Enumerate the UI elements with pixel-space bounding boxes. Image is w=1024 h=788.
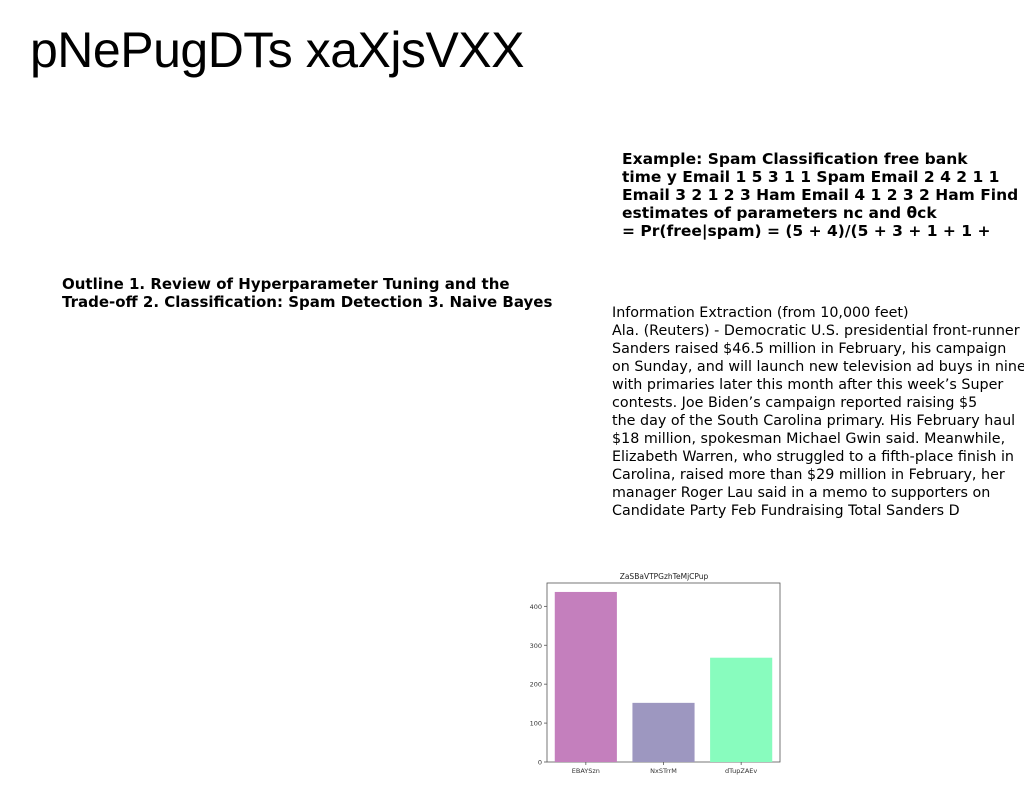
spam-example-line: time y Email 1 5 3 1 1 Spam Email 2 4 2 … bbox=[622, 168, 1000, 186]
spam-example-line: estimates of parameters nc and θck bbox=[622, 204, 937, 222]
outline-line: Trade-off 2. Classification: Spam Detect… bbox=[62, 293, 553, 311]
spam-example-line: Example: Spam Classification free bank bbox=[622, 150, 968, 168]
info-extraction-line: Candidate Party Feb Fundraising Total Sa… bbox=[612, 503, 960, 519]
info-extraction-line: Sanders raised $46.5 million in February… bbox=[612, 341, 1007, 357]
info-extraction-line: Carolina, raised more than $29 million i… bbox=[612, 467, 1005, 483]
outline-line: Outline 1. Review of Hyperparameter Tuni… bbox=[62, 275, 510, 293]
spam-example-line: Email 3 2 1 2 3 Ham Email 4 1 2 3 2 Ham … bbox=[622, 186, 1019, 204]
info-extraction-line: with primaries later this month after th… bbox=[612, 377, 1004, 393]
y-tick-label: 0 bbox=[538, 759, 542, 767]
spam-example-line: = Pr(free|spam) = (5 + 4)/(5 + 3 + 1 + 1… bbox=[622, 222, 991, 240]
page-title: pNePugDTs xaXjsVXX bbox=[30, 22, 525, 78]
y-tick-label: 300 bbox=[530, 642, 542, 650]
x-tick-label: dTupZAEv bbox=[725, 767, 757, 775]
info-extraction-line: $18 million, spokesman Michael Gwin said… bbox=[612, 431, 1006, 447]
bar-dTupZAEv bbox=[710, 657, 773, 762]
info-extraction-line: manager Roger Lau said in a memo to supp… bbox=[612, 485, 991, 501]
info-extraction-line: contests. Joe Biden’s campaign reported … bbox=[612, 395, 978, 411]
x-tick-label: EBAYSzn bbox=[572, 767, 600, 775]
info-extraction-text: Information Extraction (from 10,000 feet… bbox=[612, 304, 1024, 520]
y-tick-label: 100 bbox=[530, 720, 542, 728]
info-extraction-line: Ala. (Reuters) - Democratic U.S. preside… bbox=[612, 323, 1020, 339]
info-extraction-line: on Sunday, and will launch new televisio… bbox=[612, 359, 1024, 375]
bar-NxSTrrM bbox=[632, 702, 695, 762]
spam-example-text: Example: Spam Classification free bank t… bbox=[622, 150, 1024, 240]
info-extraction-line: Information Extraction (from 10,000 feet… bbox=[612, 305, 909, 321]
bar-chart: ZaSBaVTPGzhTeMjCPup 0 100 200 300 400 EBAYSzn… bbox=[530, 572, 781, 775]
y-tick-label: 200 bbox=[530, 681, 542, 689]
info-extraction-line: Elizabeth Warren, who struggled to a fif… bbox=[612, 449, 1014, 465]
chart-title: ZaSBaVTPGzhTeMjCPup bbox=[620, 572, 709, 581]
x-tick-label: NxSTrrM bbox=[650, 767, 677, 775]
y-tick-label: 400 bbox=[530, 603, 542, 611]
info-extraction-line: the day of the South Carolina primary. H… bbox=[612, 413, 1016, 429]
outline-text: Outline 1. Review of Hyperparameter Tuni… bbox=[62, 275, 592, 311]
bar-EBAYSzn bbox=[554, 591, 617, 762]
